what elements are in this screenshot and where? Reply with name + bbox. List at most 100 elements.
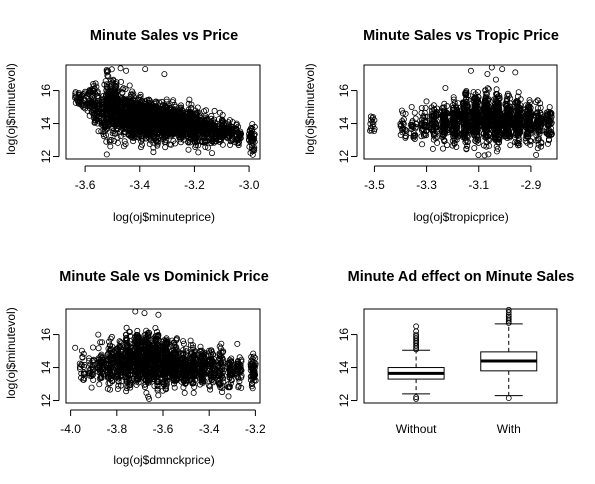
data-point [135,100,142,107]
chart-title: Minute Sale vs Dominick Price [59,269,269,285]
data-point [129,88,136,95]
data-point [150,102,157,109]
data-point [172,140,179,147]
data-point [94,88,101,95]
data-point [103,138,110,145]
y-axis-label: log(oj$minutevol) [4,307,18,398]
data-point [135,118,142,125]
data-point [119,95,126,102]
y-tick-label: 12 [39,150,53,164]
data-point [90,87,97,94]
data-point [111,130,118,137]
data-point [137,93,144,100]
data-point [122,141,129,148]
data-point [118,103,125,110]
data-point [91,102,98,109]
data-point [151,128,158,135]
x-axis-label: log(oj$tropicprice) [413,210,508,224]
data-point [133,133,140,140]
data-point [106,138,113,145]
data-points [72,65,258,158]
data-point [111,107,118,114]
chart-title: Minute Sales vs Tropic Price [363,28,559,44]
x-tick-label: -4.0 [60,422,81,436]
data-point [93,116,100,123]
data-point [143,135,150,142]
data-point [113,83,120,90]
data-point [119,86,126,93]
plot-area: 12 14 16 -3.6 -3.4 -3.2 -3.0 [39,64,261,192]
data-point [150,144,157,151]
x-tick-label: -3.2 [245,422,266,436]
data-point [127,116,134,123]
x-axis-label: log(oj$dmnckprice) [113,453,214,467]
y-tick-label: 16 [39,84,53,98]
data-point [159,125,166,132]
data-point [159,133,166,140]
data-point [108,66,115,73]
data-point [105,73,112,80]
data-point [138,141,145,148]
data-point [158,110,165,117]
data-point [111,91,118,98]
data-point [151,124,158,131]
panel-1: Minute Sales vs Price log(oj$minuteprice… [4,28,261,224]
x-tick-label: -3.6 [153,422,174,436]
data-point [78,95,85,102]
x-tick-label: -3.4 [199,422,220,436]
data-point [145,130,152,137]
data-point [117,118,124,125]
chart-title: Minute Sales vs Price [90,28,238,44]
y-tick-label: 14 [337,117,351,131]
data-point [126,125,133,132]
data-point [150,149,157,156]
data-point [142,104,149,111]
x-tick-label: -3.0 [239,178,260,192]
data-point [142,117,149,124]
x-axis-label: log(oj$minuteprice) [113,210,215,224]
data-point [119,99,126,106]
y-tick-label: 14 [39,117,53,131]
y-tick-label: 12 [39,394,53,408]
data-point [163,98,170,105]
data-point [159,117,166,124]
data-point [76,94,83,101]
data-point [111,137,118,144]
x-tick-label: -3.5 [364,178,385,192]
y-tick-label: 14 [39,361,53,375]
data-point [113,79,120,86]
x-tick-label: -3.2 [184,178,205,192]
y-axis: 12 14 16 [39,84,60,164]
x-tick-label: -3.4 [129,178,150,192]
y-axis-label: log(oj$minutevol) [4,63,18,154]
data-point [121,138,128,145]
x-tick-label: -3.6 [75,178,96,192]
data-point [114,139,121,146]
data-point [163,96,170,103]
data-point [152,134,159,141]
data-point [108,136,115,143]
data-point [159,107,166,114]
data-point [92,80,99,87]
y-tick-label: 12 [337,150,351,164]
y-axis-label: log(oj$minutevol) [303,63,317,154]
data-point [152,103,159,110]
data-point [152,138,159,145]
data-point [103,132,110,139]
plot-box [65,64,261,160]
data-point [107,143,114,150]
data-point [161,139,168,146]
data-point [119,110,126,117]
data-point [137,91,144,98]
data-point [120,118,127,125]
x-tick-label: -2.9 [521,178,542,192]
data-point [120,85,127,92]
y-tick-label: 16 [39,328,53,342]
data-point [151,106,158,113]
x-axis: -3.6 -3.4 -3.2 -3.0 [75,165,260,192]
data-point [112,83,119,90]
data-point [118,78,125,85]
y-tick-label: 16 [337,84,351,98]
